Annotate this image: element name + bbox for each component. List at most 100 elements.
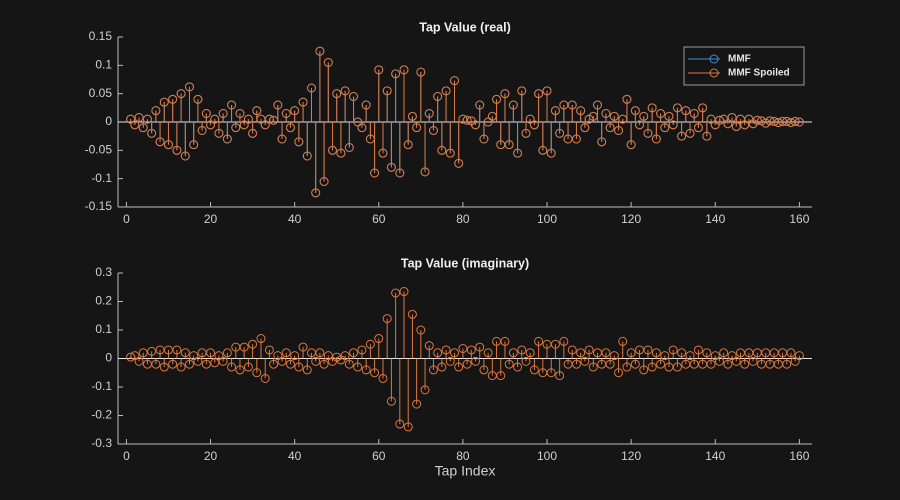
stem-marker bbox=[635, 120, 645, 130]
stem-marker bbox=[340, 351, 350, 361]
stem-marker bbox=[656, 359, 666, 369]
stem-marker bbox=[214, 128, 224, 138]
stem-marker bbox=[210, 358, 220, 368]
stem-marker bbox=[193, 94, 203, 104]
stem-marker bbox=[740, 359, 750, 369]
stem-marker bbox=[412, 399, 422, 409]
stem-marker bbox=[639, 365, 649, 375]
stem-marker bbox=[311, 188, 321, 198]
stem-marker bbox=[504, 359, 514, 369]
stem-marker bbox=[508, 348, 518, 358]
stem-marker bbox=[614, 368, 624, 378]
stem-marker bbox=[454, 362, 464, 372]
stem-marker bbox=[168, 359, 178, 369]
stem-marker bbox=[214, 351, 224, 361]
x-tick-label: 80 bbox=[456, 212, 470, 226]
stem-marker bbox=[420, 167, 430, 177]
stem-marker bbox=[449, 348, 459, 358]
stem-marker bbox=[180, 151, 190, 161]
stem-marker bbox=[626, 140, 636, 150]
stem-marker bbox=[277, 134, 287, 144]
stem-marker bbox=[264, 345, 274, 355]
stem-marker bbox=[525, 348, 535, 358]
stem-marker bbox=[479, 134, 489, 144]
stem-marker bbox=[639, 111, 649, 121]
stem-marker bbox=[685, 128, 695, 138]
stem-marker bbox=[168, 94, 178, 104]
stem-marker bbox=[710, 351, 720, 361]
x-tick-label: 160 bbox=[789, 449, 809, 463]
x-tick-label: 0 bbox=[123, 212, 130, 226]
stem-marker bbox=[374, 65, 384, 75]
stem-marker bbox=[517, 345, 527, 355]
stem-marker bbox=[248, 128, 258, 138]
stem-marker bbox=[306, 83, 316, 93]
stem-marker bbox=[567, 345, 577, 355]
stem-marker bbox=[382, 314, 392, 324]
stem-marker bbox=[677, 348, 687, 358]
stem-marker bbox=[681, 106, 691, 116]
stem-marker bbox=[508, 100, 518, 110]
stem-marker bbox=[500, 336, 510, 346]
stem-marker bbox=[285, 123, 295, 133]
y-tick-label: -0.1 bbox=[91, 171, 112, 185]
stem-marker bbox=[294, 362, 304, 372]
stem-marker bbox=[399, 65, 409, 75]
stem-marker bbox=[163, 140, 173, 150]
stem-marker bbox=[378, 373, 388, 383]
y-tick-label: 0.15 bbox=[89, 29, 113, 43]
stem-marker bbox=[677, 131, 687, 141]
stem-marker bbox=[731, 122, 741, 132]
x-tick-label: 60 bbox=[372, 449, 386, 463]
stem-marker bbox=[239, 120, 249, 130]
stem-marker bbox=[719, 348, 729, 358]
stem-marker bbox=[311, 356, 321, 366]
stem-marker bbox=[218, 356, 228, 366]
stem-marker bbox=[403, 422, 413, 432]
stem-marker bbox=[235, 109, 245, 118]
stem-marker bbox=[147, 128, 157, 138]
stem-marker bbox=[441, 345, 451, 355]
stem-marker bbox=[260, 120, 270, 130]
stem-marker bbox=[130, 351, 140, 361]
stem-marker bbox=[176, 89, 186, 99]
stem-marker bbox=[601, 109, 611, 118]
stem-marker bbox=[222, 134, 232, 144]
legend-box bbox=[683, 46, 805, 86]
legend-label: MMF Spoiled bbox=[728, 68, 790, 79]
stem-marker bbox=[197, 126, 207, 135]
stem-marker bbox=[466, 345, 476, 355]
stem-marker bbox=[651, 348, 661, 358]
stem-marker bbox=[534, 89, 544, 99]
stem-marker bbox=[340, 86, 350, 96]
stem-marker bbox=[546, 368, 556, 378]
stem-marker bbox=[483, 348, 493, 358]
stem-marker bbox=[302, 365, 312, 375]
x-tick-label: 160 bbox=[789, 212, 809, 226]
stem-marker bbox=[378, 148, 388, 158]
stem-marker bbox=[576, 106, 586, 116]
stem-marker bbox=[185, 82, 195, 92]
stem-marker bbox=[227, 362, 237, 372]
stem-marker bbox=[269, 359, 279, 369]
stem-marker bbox=[479, 365, 489, 375]
stem-marker bbox=[555, 128, 565, 138]
y-tick-label: -0.05 bbox=[85, 143, 113, 157]
y-tick-label: -0.2 bbox=[91, 408, 112, 422]
stem-marker bbox=[151, 106, 161, 116]
stem-marker bbox=[201, 359, 211, 369]
stem-marker bbox=[471, 356, 481, 366]
stem-marker bbox=[773, 118, 783, 128]
stem-marker bbox=[357, 345, 367, 355]
stem-marker bbox=[542, 86, 552, 96]
stem-marker bbox=[290, 106, 300, 116]
stem-marker bbox=[277, 356, 287, 366]
x-tick-label: 100 bbox=[537, 212, 557, 226]
stem-marker bbox=[206, 120, 216, 130]
stem-marker bbox=[433, 348, 443, 358]
stem-marker bbox=[382, 86, 392, 96]
stem-marker bbox=[386, 162, 396, 172]
stem-marker bbox=[714, 356, 724, 366]
stem-marker bbox=[794, 117, 804, 127]
stem-marker bbox=[298, 97, 308, 107]
